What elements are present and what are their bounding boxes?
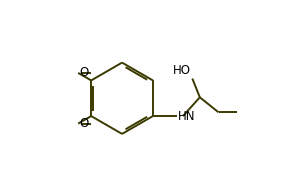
Text: HN: HN [178, 110, 195, 123]
Text: O: O [79, 66, 88, 79]
Text: O: O [79, 117, 88, 130]
Text: HO: HO [174, 64, 191, 77]
